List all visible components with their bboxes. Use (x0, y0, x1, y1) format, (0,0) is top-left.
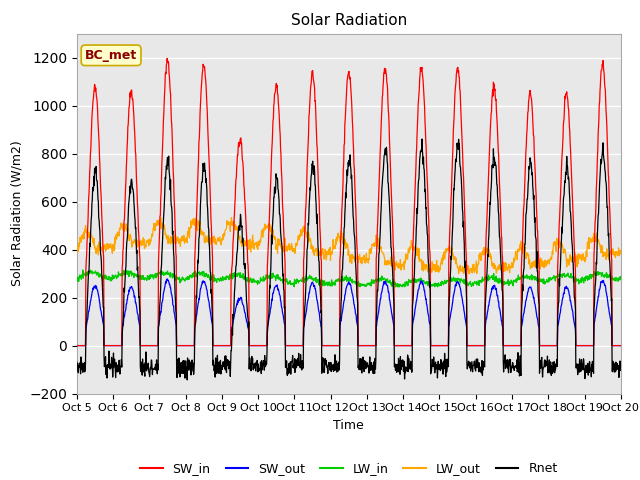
Legend: SW_in, SW_out, LW_in, LW_out, Rnet: SW_in, SW_out, LW_in, LW_out, Rnet (135, 457, 563, 480)
Title: Solar Radiation: Solar Radiation (291, 13, 407, 28)
X-axis label: Time: Time (333, 419, 364, 432)
Y-axis label: Solar Radiation (W/m2): Solar Radiation (W/m2) (11, 141, 24, 287)
Text: BC_met: BC_met (85, 49, 137, 62)
